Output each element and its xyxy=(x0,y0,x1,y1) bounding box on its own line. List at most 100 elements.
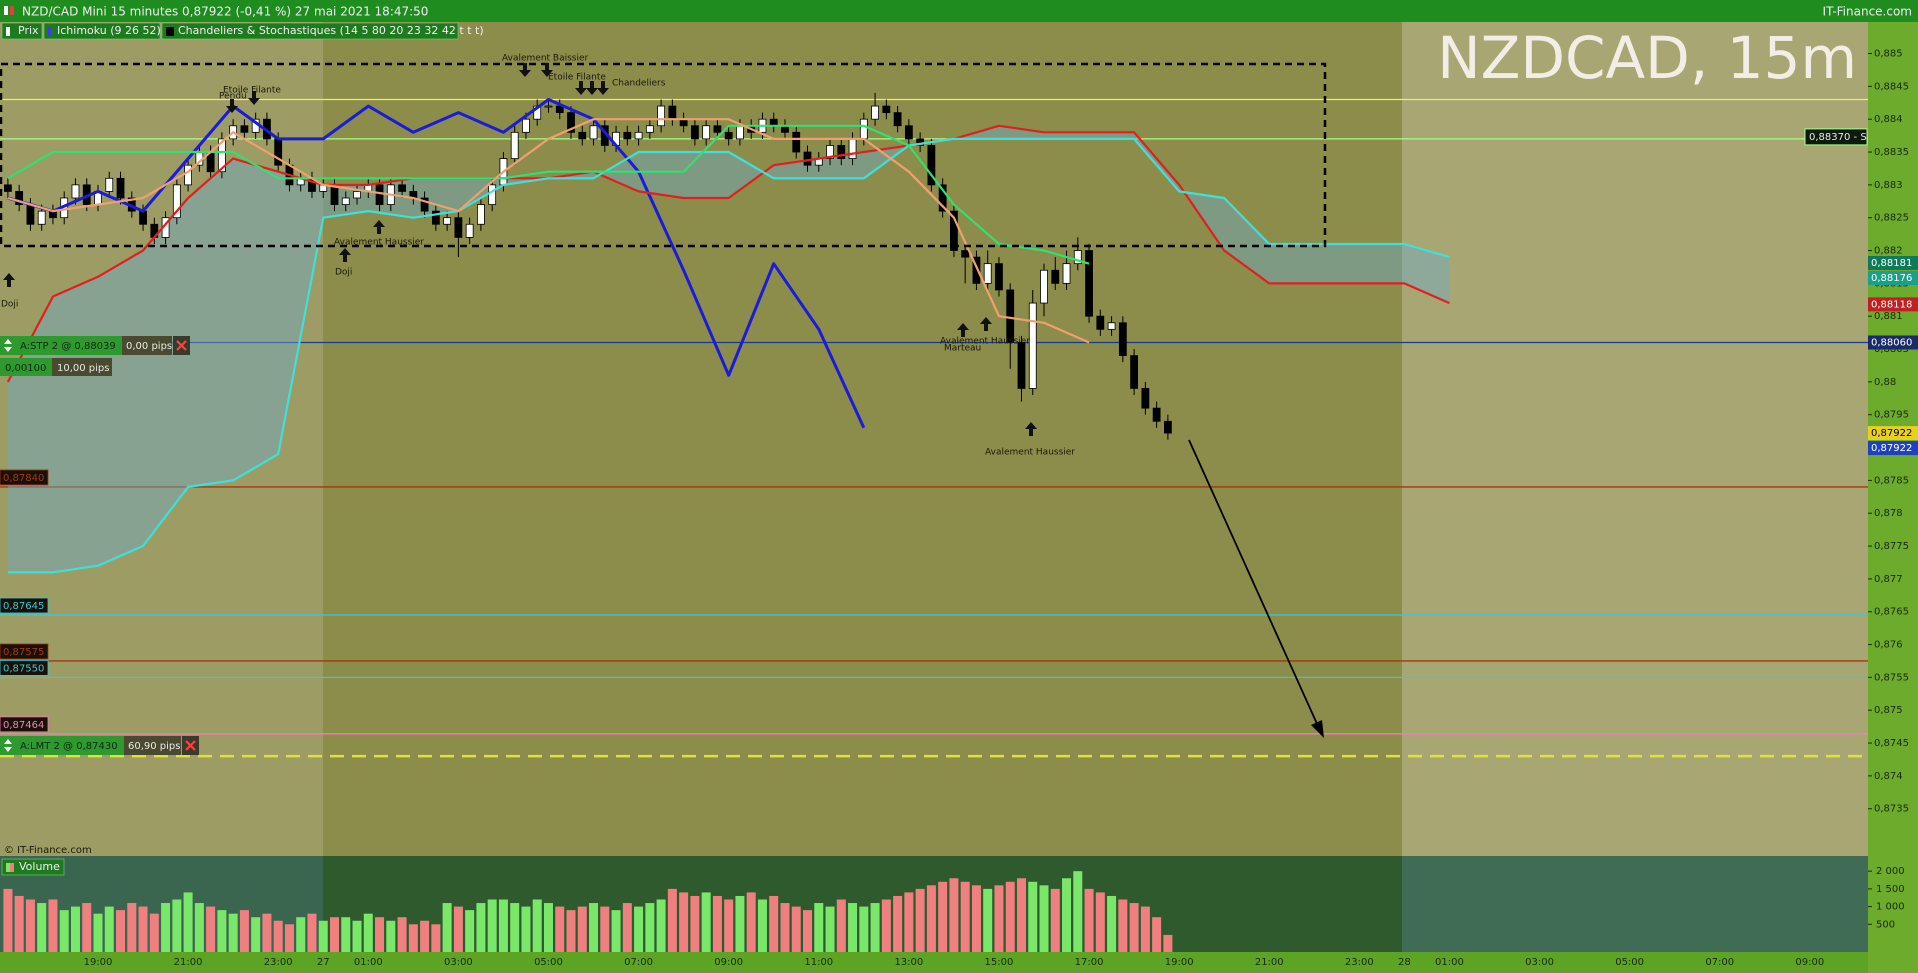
window-title: NZD/CAD Mini 15 minutes 0,87922 (-0,41 %… xyxy=(22,5,428,19)
candle-body xyxy=(927,145,936,186)
close-icon[interactable] xyxy=(176,340,187,351)
candle-body xyxy=(1051,269,1060,284)
candle-body xyxy=(1006,289,1015,343)
candle-body xyxy=(240,125,249,133)
volume-bar xyxy=(836,899,846,952)
candle-body xyxy=(871,105,879,120)
volume-bar xyxy=(408,924,418,952)
y-tick-label: 0,8775 xyxy=(1874,541,1909,552)
candle-body xyxy=(645,125,654,133)
volume-tick-label: 500 xyxy=(1876,919,1895,930)
candle-body xyxy=(792,131,801,153)
order-box[interactable] xyxy=(0,336,122,355)
y-tick-label: 0,8835 xyxy=(1874,147,1909,158)
volume-bar xyxy=(1050,888,1060,952)
x-tick-label: 21:00 xyxy=(1255,957,1284,968)
candle-body xyxy=(736,125,744,140)
x-tick-label: 27 xyxy=(317,957,330,968)
price-tag-label: 0,88176 xyxy=(1871,273,1912,284)
close-icon[interactable] xyxy=(185,740,196,751)
x-tick-label: 05:00 xyxy=(1615,957,1644,968)
volume-title[interactable]: Volume xyxy=(19,860,60,873)
indicator-line xyxy=(7,98,866,429)
stop-distance: 0,00100 10,00 pips xyxy=(0,358,112,376)
volume-legend[interactable] xyxy=(1,858,65,876)
volume-bar xyxy=(217,910,227,952)
volume-bar xyxy=(1118,899,1128,952)
candle-body xyxy=(1028,302,1037,389)
drag-icon xyxy=(4,339,12,352)
indicator-line xyxy=(6,124,1450,383)
volume-bar xyxy=(803,910,813,952)
order-label[interactable]: A:STP 2 @ 0,88039 xyxy=(20,341,116,352)
volume-tick-label: 2 000 xyxy=(1876,866,1905,877)
plot xyxy=(0,92,1868,758)
candle-body xyxy=(431,210,440,225)
volume-bar xyxy=(555,906,565,952)
time-axis xyxy=(0,952,1868,973)
annotation: Avalement Haussier xyxy=(940,337,1030,347)
legend-item[interactable] xyxy=(161,22,459,40)
volume-bar xyxy=(476,903,486,952)
indicator-legend[interactable]: Prix Ichimoku (9 26 52) Chandeliers & St… xyxy=(1,22,484,40)
order-box[interactable] xyxy=(0,736,124,755)
x-tick-label: 07:00 xyxy=(1705,957,1734,968)
candle-body xyxy=(15,191,24,205)
legend-item[interactable] xyxy=(43,22,161,40)
candle-body xyxy=(454,217,463,238)
legend-label[interactable]: Ichimoku (9 26 52) xyxy=(57,24,161,37)
volume-bar xyxy=(194,903,204,952)
volume-bar xyxy=(960,881,970,952)
candle-body xyxy=(488,184,497,205)
indicator-line xyxy=(7,118,1090,344)
level-tag-label: 0,87575 xyxy=(3,647,44,658)
volume-bar xyxy=(37,903,47,952)
level-tag xyxy=(0,469,49,486)
pips-box xyxy=(124,736,181,755)
candle-body xyxy=(1107,322,1116,330)
annotation: Avalement Haussier xyxy=(985,448,1075,458)
legend-swatch xyxy=(166,27,174,36)
candle-body xyxy=(1118,322,1127,356)
limit-order[interactable]: A:LMT 2 @ 0,87430 60,90 pips xyxy=(0,736,199,755)
candle-body xyxy=(803,151,812,166)
volume-bar xyxy=(690,895,700,952)
session-right xyxy=(1402,22,1868,856)
candle-body xyxy=(882,105,891,114)
indicator-line xyxy=(7,137,1450,574)
order-label[interactable]: A:LMT 2 @ 0,87430 xyxy=(20,741,118,752)
volume-bar xyxy=(622,903,632,952)
volume-bar xyxy=(206,906,216,952)
volume-bar xyxy=(577,906,587,952)
candle-body xyxy=(567,112,575,133)
y-tick-label: 0,877 xyxy=(1874,574,1903,585)
candle-body xyxy=(938,184,947,212)
price-tag-label: 0,88060 xyxy=(1871,337,1912,348)
volume-bar xyxy=(1016,878,1026,952)
volume-bar xyxy=(667,888,677,952)
candle-body xyxy=(71,184,80,199)
legend-label[interactable]: Chandeliers & Stochastiques (14 5 80 20 … xyxy=(178,24,484,37)
volume-bar xyxy=(926,885,936,952)
candle-body xyxy=(972,256,981,284)
volume-plot xyxy=(3,871,1173,952)
legend-item[interactable] xyxy=(1,22,43,40)
volume-bar xyxy=(1084,888,1094,952)
candle-body xyxy=(623,131,632,140)
x-tick-label: 19:00 xyxy=(84,957,113,968)
price-axis xyxy=(1868,22,1918,973)
annotation: Doji xyxy=(335,268,352,278)
legend-label[interactable]: Prix xyxy=(18,24,39,37)
volume-bar xyxy=(656,899,666,952)
annotation: Marteau xyxy=(944,344,981,354)
level-tag xyxy=(0,597,49,614)
order-pips: 0,00 pips xyxy=(126,341,172,352)
candle-body xyxy=(578,131,587,140)
stop-order[interactable]: A:STP 2 @ 0,88039 0,00 pips xyxy=(0,336,190,355)
volume-bar xyxy=(183,892,193,952)
volume-bar xyxy=(149,913,159,952)
volume-bar xyxy=(859,906,869,952)
y-tick-label: 0,883 xyxy=(1874,180,1903,191)
candle-body xyxy=(995,263,1003,291)
volume-bar xyxy=(848,903,858,952)
